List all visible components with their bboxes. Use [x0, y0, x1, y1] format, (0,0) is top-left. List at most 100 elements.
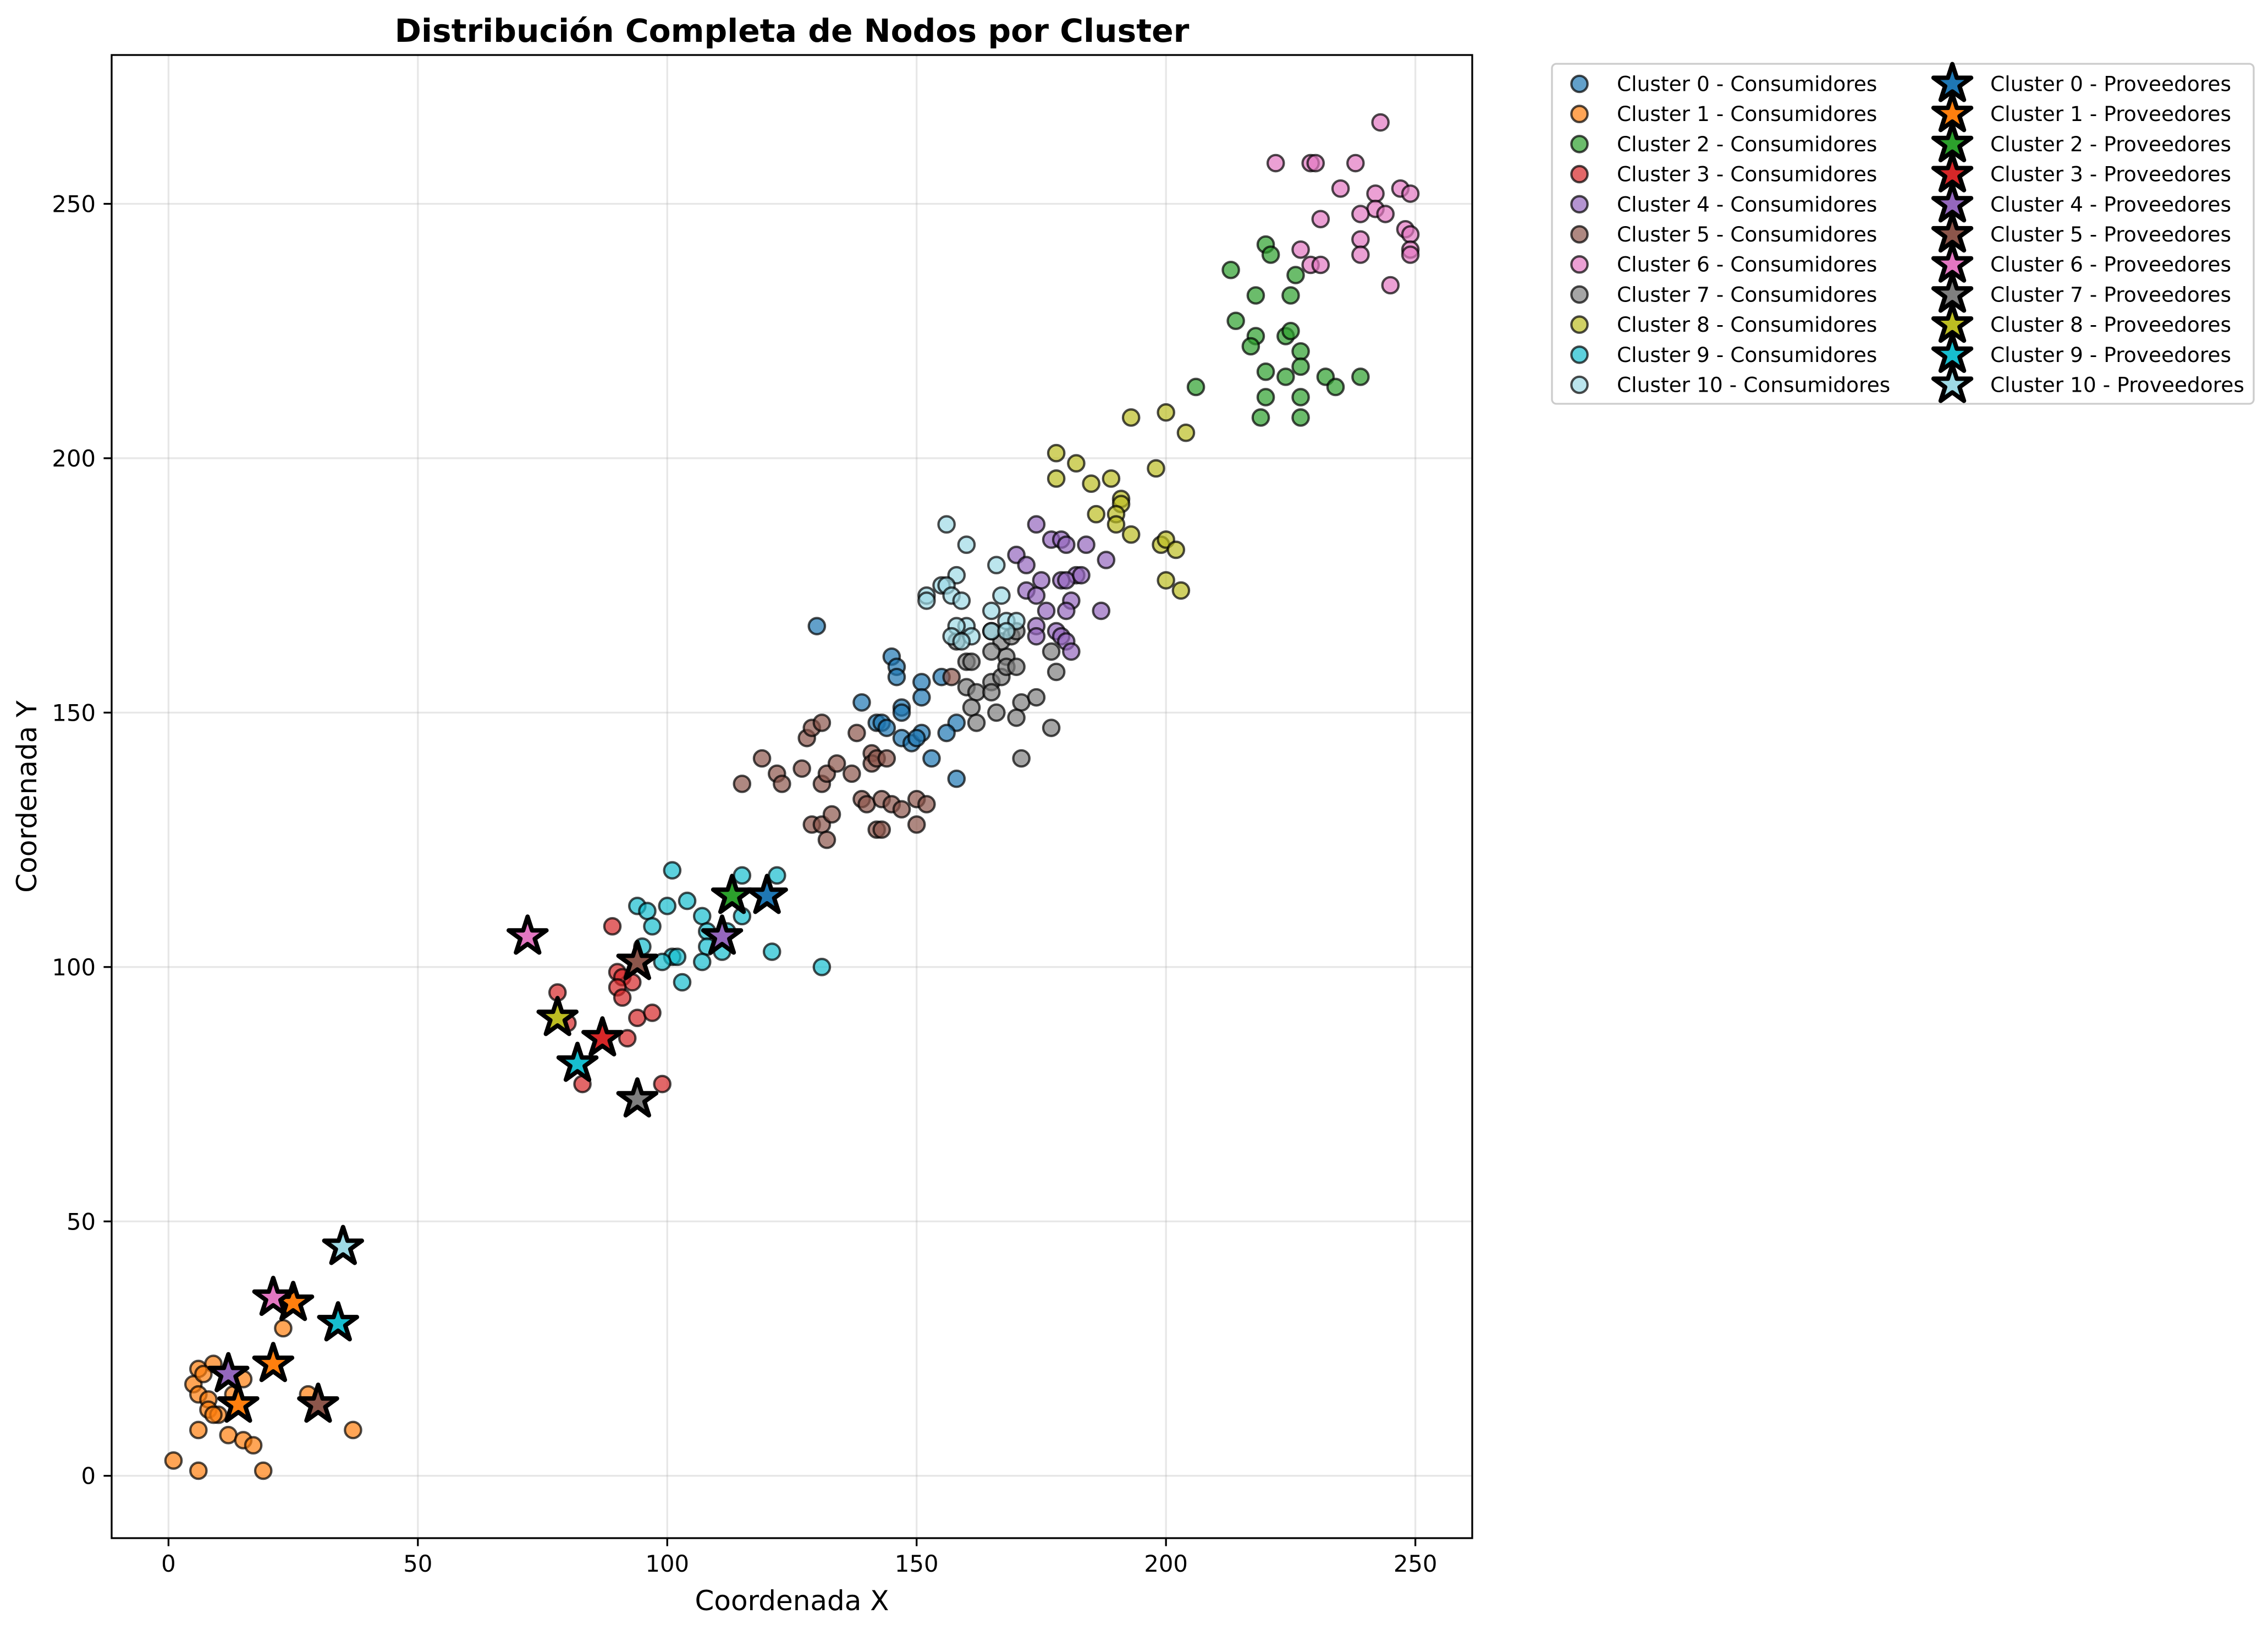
x-tick-label: 250: [1394, 1550, 1438, 1577]
x-tick-label: 0: [161, 1550, 176, 1577]
consumer-point: [887, 667, 906, 687]
consumer-point: [892, 800, 911, 819]
consumer-series-5: [733, 667, 961, 849]
consumer-point: [852, 693, 871, 712]
legend-label: Cluster 0 - Proveedores: [1990, 72, 2231, 96]
consumer-point: [817, 830, 836, 849]
consumer-point: [1042, 642, 1061, 661]
consumer-point: [1047, 469, 1066, 488]
consumer-point: [907, 728, 926, 748]
consumer-series-4: [1007, 515, 1116, 661]
consumer-point: [962, 698, 981, 717]
consumer-point: [857, 795, 876, 814]
consumer-point: [678, 891, 697, 910]
legend-circle-marker: [1570, 105, 1589, 123]
consumer-point: [638, 902, 657, 920]
provider-star: [581, 1016, 624, 1057]
consumer-series-10: [917, 515, 1026, 651]
consumer-point: [762, 942, 781, 961]
consumer-point: [1311, 210, 1330, 229]
consumer-point: [1401, 184, 1420, 203]
consumer-point: [1056, 571, 1076, 590]
legend-entry: Cluster 7 - Proveedores: [1931, 272, 2231, 313]
consumer-point: [1276, 367, 1295, 386]
consumer-point: [1042, 718, 1061, 737]
consumer-point: [997, 622, 1016, 641]
consumer-point: [1286, 266, 1305, 284]
legend-entry: Cluster 2 - Consumidores: [1570, 132, 1877, 156]
legend-circle-marker: [1570, 345, 1589, 364]
consumer-point: [1157, 571, 1175, 590]
provider-star: [556, 1041, 599, 1082]
consumer-point: [1027, 688, 1046, 707]
legend-label: Cluster 9 - Consumidores: [1617, 343, 1877, 367]
consumer-point: [967, 683, 986, 702]
provider-series-13: [711, 874, 753, 914]
x-tick-label: 100: [645, 1550, 689, 1577]
consumer-point: [912, 673, 931, 691]
provider-star: [507, 914, 549, 955]
consumer-point: [1331, 179, 1350, 198]
consumer-point: [653, 952, 672, 972]
axes: 0 50 100 150 200 250 0 50 100 150 200 250: [52, 54, 1473, 1577]
consumer-point: [1241, 337, 1260, 356]
consumer-point: [1017, 556, 1036, 574]
consumer-point: [877, 749, 896, 768]
consumer-point: [1037, 601, 1056, 621]
consumer-point: [1246, 286, 1265, 305]
provider-star: [616, 940, 659, 980]
legend-entry: Cluster 0 - Proveedores: [1931, 62, 2231, 102]
legend-star-marker: [1931, 62, 1974, 102]
legend-label: Cluster 0 - Consumidores: [1617, 72, 1877, 96]
legend-entry: Cluster 7 - Consumidores: [1570, 282, 1877, 306]
consumer-point: [1221, 260, 1240, 279]
legend-entry: Cluster 5 - Proveedores: [1931, 212, 2231, 253]
legend-circle-marker: [1570, 375, 1589, 394]
consumer-point: [658, 897, 677, 915]
legend-entry: Cluster 2 - Proveedores: [1931, 122, 2231, 162]
consumer-point: [1082, 474, 1100, 493]
legend-label: Cluster 4 - Proveedores: [1990, 192, 2231, 216]
consumer-point: [987, 703, 1006, 722]
consumer-point: [1032, 571, 1051, 590]
consumer-point: [1067, 454, 1086, 473]
consumer-point: [1107, 515, 1126, 534]
consumer-point: [767, 866, 786, 885]
consumer-point: [1351, 230, 1370, 249]
legend-circle-marker: [1570, 255, 1589, 274]
legend-label: Cluster 8 - Consumidores: [1617, 312, 1877, 337]
y-tick-label: 250: [52, 191, 96, 218]
legend-star-marker: [1931, 363, 1974, 403]
consumer-point: [1186, 377, 1205, 397]
consumer-point: [1171, 581, 1191, 600]
consumer-point: [1027, 627, 1046, 646]
consumer-point: [1166, 540, 1186, 559]
consumer-point: [1281, 286, 1300, 305]
consumer-point: [807, 617, 827, 635]
consumer-series-8: [1047, 403, 1196, 600]
legend-label: Cluster 1 - Proveedores: [1990, 102, 2231, 126]
legend-circle-marker: [1570, 195, 1589, 214]
consumer-point: [982, 683, 1001, 702]
y-tick-label: 50: [67, 1208, 96, 1235]
consumer-point: [952, 591, 971, 610]
consumer-series-2: [1186, 235, 1370, 427]
legend-entry: Cluster 10 - Proveedores: [1931, 363, 2244, 403]
consumer-point: [1077, 535, 1096, 554]
grid-lines: [112, 55, 1472, 1538]
legend-label: Cluster 1 - Consumidores: [1617, 102, 1877, 126]
consumer-point: [912, 688, 931, 707]
legend-label: Cluster 7 - Consumidores: [1617, 282, 1877, 306]
consumer-point: [733, 866, 752, 885]
consumer-point: [643, 1003, 662, 1022]
consumer-point: [1147, 459, 1165, 478]
legend-label: Cluster 2 - Proveedores: [1990, 132, 2231, 156]
consumer-point: [603, 917, 622, 936]
consumer-point: [1047, 662, 1066, 682]
consumer-point: [877, 718, 896, 737]
legend-label: Cluster 5 - Proveedores: [1990, 222, 2231, 246]
consumer-point: [982, 622, 1001, 641]
legend-circle-marker: [1570, 225, 1589, 244]
provider-series-17: [252, 914, 549, 1316]
legend-entry: Cluster 9 - Consumidores: [1570, 343, 1877, 367]
